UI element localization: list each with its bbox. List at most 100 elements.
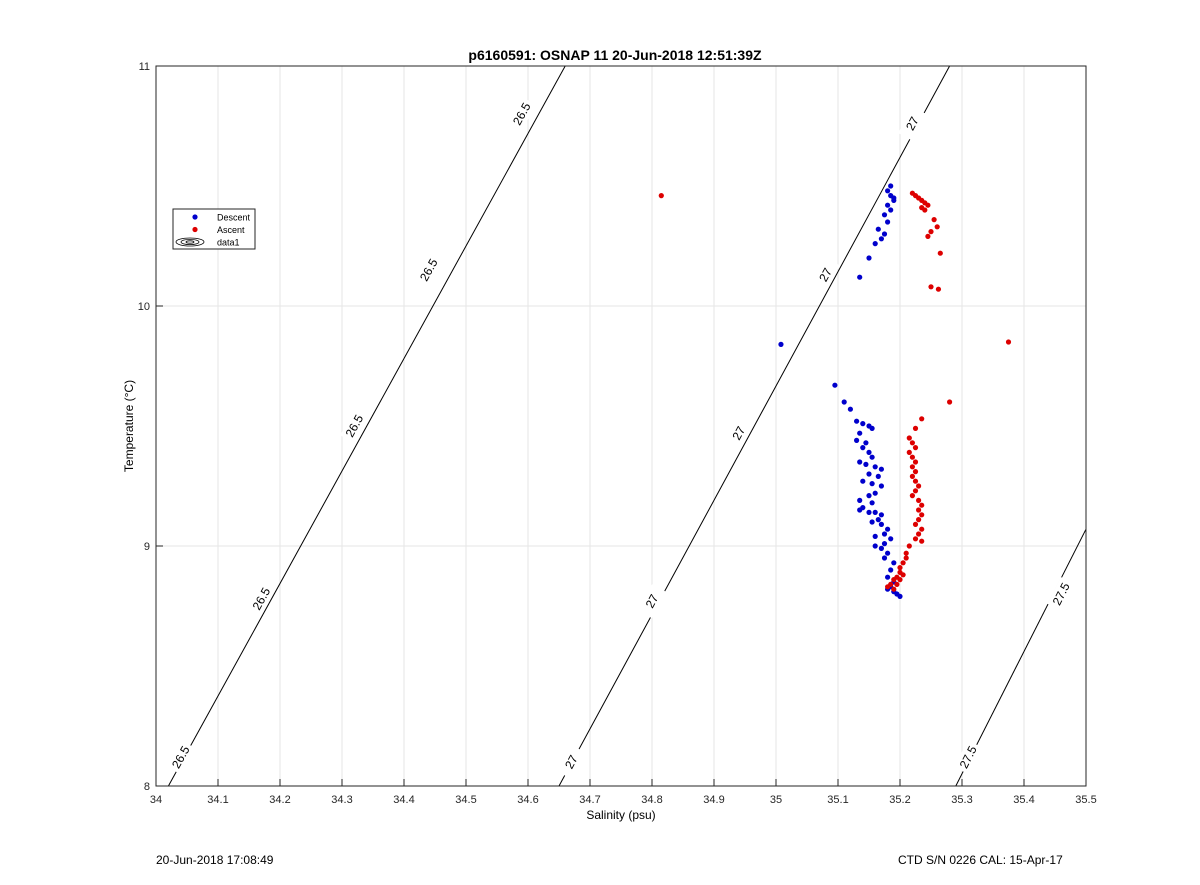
data-point: [888, 536, 894, 542]
data-point: [860, 421, 866, 427]
chart-legend: Descent Ascent data1: [172, 208, 256, 250]
data-points: [658, 183, 1012, 600]
legend-label: data1: [217, 238, 240, 248]
data-point: [897, 577, 903, 583]
x-tick-label: 34.1: [207, 794, 228, 806]
contour-label-background: [166, 740, 196, 775]
data-point: [863, 440, 869, 446]
data-point: [891, 560, 897, 566]
data-point: [857, 497, 863, 503]
data-point: [872, 464, 878, 470]
contour-label-group: 26.5: [414, 253, 444, 287]
data-point: [906, 543, 912, 549]
footer-timestamp: 20-Jun-2018 17:08:49: [156, 853, 274, 867]
plot-area-frame: [155, 65, 1087, 787]
data-point: [916, 483, 922, 489]
data-point: [881, 212, 888, 218]
contour-label-background: [507, 97, 537, 131]
data-point: [931, 217, 937, 223]
data-point: [857, 459, 863, 465]
data-point: [885, 584, 891, 590]
contour-label: 27: [562, 753, 581, 772]
data-point: [894, 581, 900, 588]
x-tick-label: 34.3: [331, 794, 352, 806]
data-point: [881, 531, 888, 537]
data-point: [841, 399, 847, 405]
data-point: [935, 286, 942, 292]
data-point: [866, 509, 872, 515]
data-point: [878, 466, 885, 472]
contour-label-background: [557, 745, 586, 779]
legend-marker: [192, 214, 198, 220]
data-point: [916, 497, 922, 503]
data-point: [866, 493, 872, 499]
data-point: [919, 502, 925, 508]
series-ascent: [658, 190, 1012, 592]
series-descent: [778, 183, 903, 600]
density-contour-line: [558, 65, 951, 787]
data-point: [860, 445, 866, 451]
data-point: [866, 255, 872, 261]
data-point: [909, 493, 916, 499]
data-point: [897, 565, 903, 571]
data-point: [857, 430, 863, 436]
data-point: [875, 226, 881, 232]
x-tick-label: 34.2: [269, 794, 290, 806]
data-point: [875, 517, 881, 523]
contour-label-group: 27: [637, 584, 667, 619]
data-point: [891, 577, 897, 583]
x-tick-label: 34.7: [579, 794, 600, 806]
contour-label: 27: [643, 592, 662, 611]
contour-label-group: 27: [898, 106, 927, 141]
x-tick-label: 34.4: [393, 794, 414, 806]
data-point: [878, 512, 885, 518]
data-point: [869, 425, 875, 431]
data-point: [885, 219, 891, 225]
data-point: [881, 231, 888, 237]
legend-contour-icon: [185, 240, 195, 244]
data-point: [912, 536, 919, 542]
chart-title: p6160591: OSNAP 11 20-Jun-2018 12:51:39Z: [468, 47, 762, 63]
data-point: [872, 490, 878, 496]
contour-label-background: [247, 581, 276, 616]
contour-label-background: [724, 416, 753, 451]
legend-label: Ascent: [217, 225, 245, 235]
data-point: [847, 406, 854, 412]
data-point: [903, 555, 909, 561]
data-point: [928, 284, 934, 290]
x-tick-label: 35.5: [1075, 794, 1096, 806]
data-point: [919, 512, 925, 518]
data-point: [947, 399, 953, 405]
data-point: [881, 555, 888, 561]
data-point: [832, 382, 838, 388]
contour-label-group: 27: [811, 257, 840, 292]
data-point: [916, 531, 922, 537]
data-point: [909, 464, 916, 470]
legend-contour-icon: [180, 238, 200, 245]
legend-label: Descent: [217, 213, 251, 223]
data-point: [875, 473, 881, 479]
grid-lines: [155, 65, 1087, 787]
data-point: [885, 526, 891, 532]
contour-label-group: 27: [724, 416, 753, 451]
x-tick-label: 35.1: [827, 794, 848, 806]
data-point: [919, 416, 925, 422]
contour-label-group: 27.5: [954, 740, 983, 775]
x-tick-label: 35.4: [1013, 794, 1034, 806]
contour-label-background: [637, 584, 667, 619]
data-point: [658, 193, 664, 199]
x-tick-label: 34.6: [517, 794, 538, 806]
x-tick-label: 34.9: [703, 794, 724, 806]
x-tick-label: 34.5: [455, 794, 476, 806]
data-point: [863, 461, 869, 467]
data-point: [909, 473, 916, 479]
data-point: [909, 440, 916, 446]
contour-label: 27: [729, 424, 748, 443]
data-point: [928, 229, 934, 235]
data-point: [872, 543, 878, 549]
data-point: [881, 541, 888, 547]
data-point: [922, 207, 928, 213]
contour-label-background: [1047, 577, 1076, 611]
